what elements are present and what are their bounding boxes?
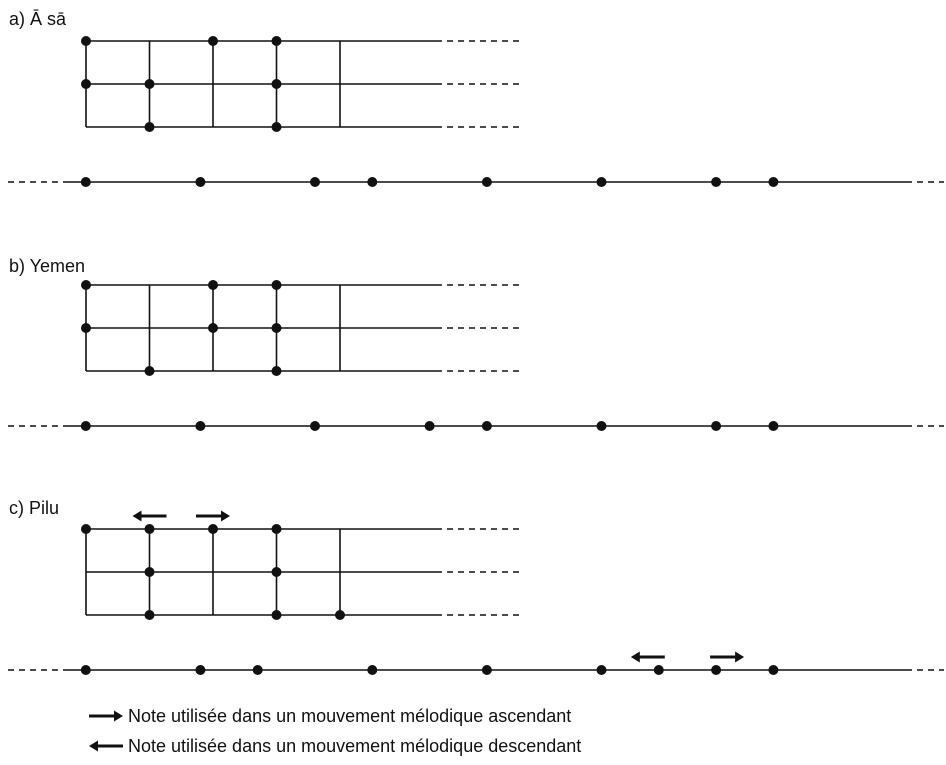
section-3-scale-note-dot [653, 665, 664, 675]
section-label-asa: a) Ā sā [9, 9, 67, 29]
section-1-scale-note-dot [711, 177, 722, 187]
section-3-grid-note-dot [271, 567, 282, 577]
section-1-grid-note-dot [81, 79, 91, 89]
section-1-grid-note-dot [271, 79, 282, 89]
section-1-grid-note-dot [144, 122, 155, 132]
legend-ascending: Note utilisée dans un mouvement mélodiqu… [88, 704, 571, 728]
section-3-scale-note-dot [252, 665, 263, 675]
section-1-scale-note-dot [195, 177, 206, 187]
section-2-grid-note-dot [208, 280, 218, 290]
section-1-grid-note-dot [208, 36, 218, 46]
section-2-scale-note-dot [596, 421, 607, 431]
section-2-grid-note-dot [144, 366, 155, 376]
section-2-scale-note-dot [310, 421, 320, 431]
section-3-grid-note-dot [144, 567, 155, 577]
section-2-scale-note-dot [424, 421, 435, 431]
section-1-scale-note-dot [80, 177, 91, 187]
arrow-left-icon [89, 740, 123, 752]
section-2-grid-note-dot [81, 323, 91, 333]
section-1-grid-note-dot [144, 79, 155, 89]
section-3-grid-note-dot [81, 524, 91, 534]
section-3-grid-note-dot [144, 610, 155, 620]
section-3-scale-arrow-left-head [630, 651, 640, 663]
section-label-yemen: b) Yemen [9, 256, 86, 276]
section-1-scale-note-dot [481, 177, 492, 187]
section-3-grid-note-dot [335, 610, 345, 620]
section-3-grid-note-dot [271, 524, 282, 534]
section-2-scale-note-dot [711, 421, 722, 431]
section-3-grid-note-dot [144, 524, 155, 534]
legend-ascending-text: Note utilisée dans un mouvement mélodiqu… [128, 705, 572, 726]
section-1-grid-note-dot [81, 36, 91, 46]
section-1-scale-note-dot [367, 177, 378, 187]
section-1-scale-note-dot [310, 177, 320, 187]
legend-descending: Note utilisée dans un mouvement mélodiqu… [88, 734, 581, 758]
section-2-scale-note-dot [80, 421, 91, 431]
section-3-scale-note-dot [481, 665, 492, 675]
arrow-right-icon [89, 710, 123, 722]
section-3-scale-note-dot [711, 665, 722, 675]
section-1-grid-note-dot [271, 36, 282, 46]
section-3-grid-note-dot [271, 610, 282, 620]
section-2-grid-note-dot [81, 280, 91, 290]
section-1-scale-note-dot [768, 177, 779, 187]
section-3-scale-note-dot [80, 665, 91, 675]
section-3-grid-arrow-right-head [221, 510, 230, 522]
section-3-scale-note-dot [367, 665, 378, 675]
section-label-pilu: c) Pilu [9, 498, 60, 518]
section-2-scale-note-dot [195, 421, 206, 431]
section-3-grid-note-dot [208, 524, 218, 534]
section-3-grid-arrow-left-head [132, 510, 142, 522]
section-3-scale-note-dot [596, 665, 607, 675]
section-3-scale-note-dot [768, 665, 779, 675]
section-2-scale-note-dot [481, 421, 492, 431]
section-2-scale-note-dot [768, 421, 779, 431]
section-1-scale-note-dot [596, 177, 607, 187]
section-2-grid-note-dot [208, 323, 218, 333]
section-2-grid-note-dot [271, 366, 282, 376]
section-2-grid-note-dot [271, 280, 282, 290]
section-1-grid-note-dot [271, 122, 282, 132]
legend-descending-text: Note utilisée dans un mouvement mélodiqu… [128, 735, 582, 756]
section-3-scale-note-dot [195, 665, 206, 675]
section-3-scale-arrow-right-head [735, 651, 745, 663]
section-2-grid-note-dot [271, 323, 282, 333]
